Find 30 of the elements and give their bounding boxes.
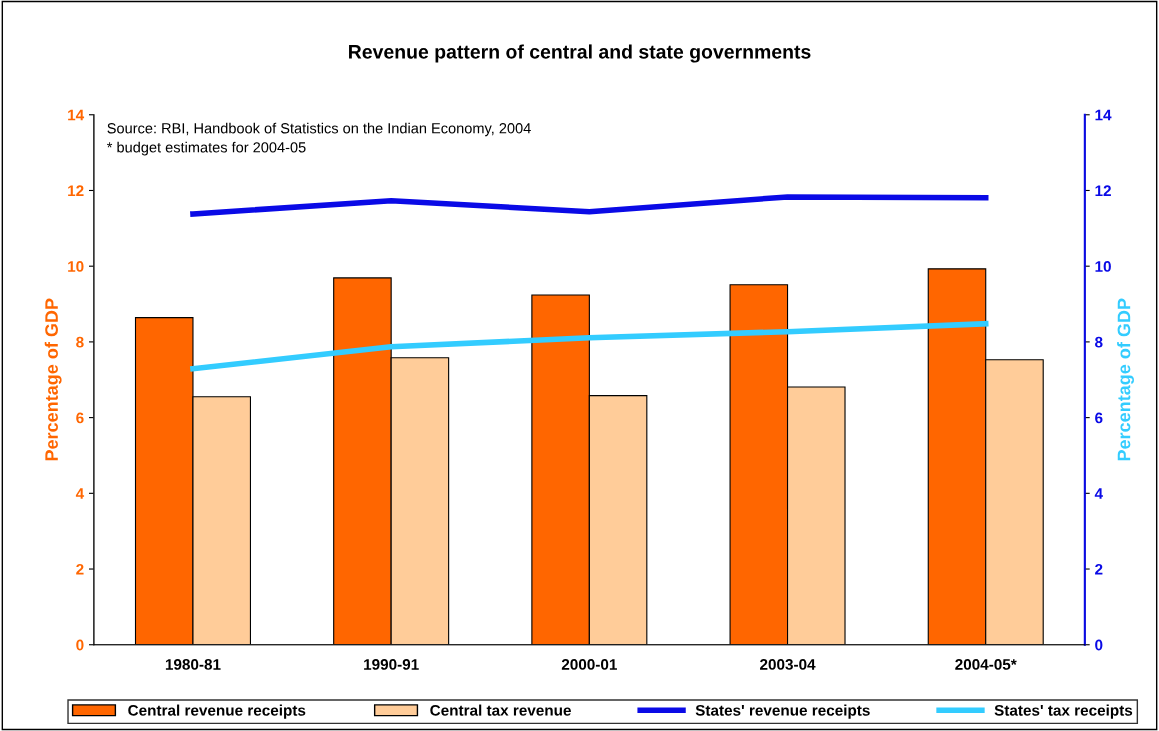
y2-tick-label: 6	[1095, 412, 1103, 424]
y2-tick-label: 14	[1095, 109, 1112, 121]
y-tick-label: 12	[68, 185, 84, 197]
x-tick-label: 2004-05*	[955, 659, 1017, 670]
y2-tick-label: 2	[1095, 563, 1103, 575]
y2-tick-label: 12	[1095, 185, 1111, 197]
y-tick-label: 6	[76, 412, 84, 424]
y-tick-label: 14	[68, 109, 85, 121]
y-tick-label: 2	[76, 563, 84, 575]
legend-label: Central revenue receipts	[128, 704, 306, 719]
legend-label: States' revenue receipts	[695, 704, 870, 719]
x-tick-label: 1990-91	[364, 659, 419, 670]
x-tick-label: 2003-04	[760, 659, 816, 670]
x-tick-label: 2000-01	[561, 659, 617, 670]
y2-tick-label: 0	[1095, 639, 1103, 651]
y-tick-label: 8	[76, 336, 84, 348]
y-axis-title: Percentage of GDP	[44, 298, 62, 461]
legend-label: Central tax revenue	[430, 704, 571, 716]
legend-label: States' tax receipts	[994, 704, 1133, 719]
annotation: * budget estimates for 2004-05	[107, 141, 306, 156]
y2-axis-title: Percentage of GDP	[1117, 298, 1134, 461]
y2-tick-label: 8	[1095, 336, 1103, 348]
y-tick-label: 0	[76, 639, 84, 651]
chart-title: Revenue pattern of central and state governments	[349, 44, 811, 63]
x-tick-label: 1980-81	[165, 659, 221, 670]
y-tick-label: 10	[68, 261, 84, 272]
y2-tick-label: 10	[1095, 261, 1111, 272]
annotation: Source: RBI, Handbook of Statistics on the Indian Economy, 2004	[107, 122, 531, 137]
y2-tick-label: 4	[1094, 488, 1103, 499]
y-tick-label: 4	[75, 488, 85, 499]
